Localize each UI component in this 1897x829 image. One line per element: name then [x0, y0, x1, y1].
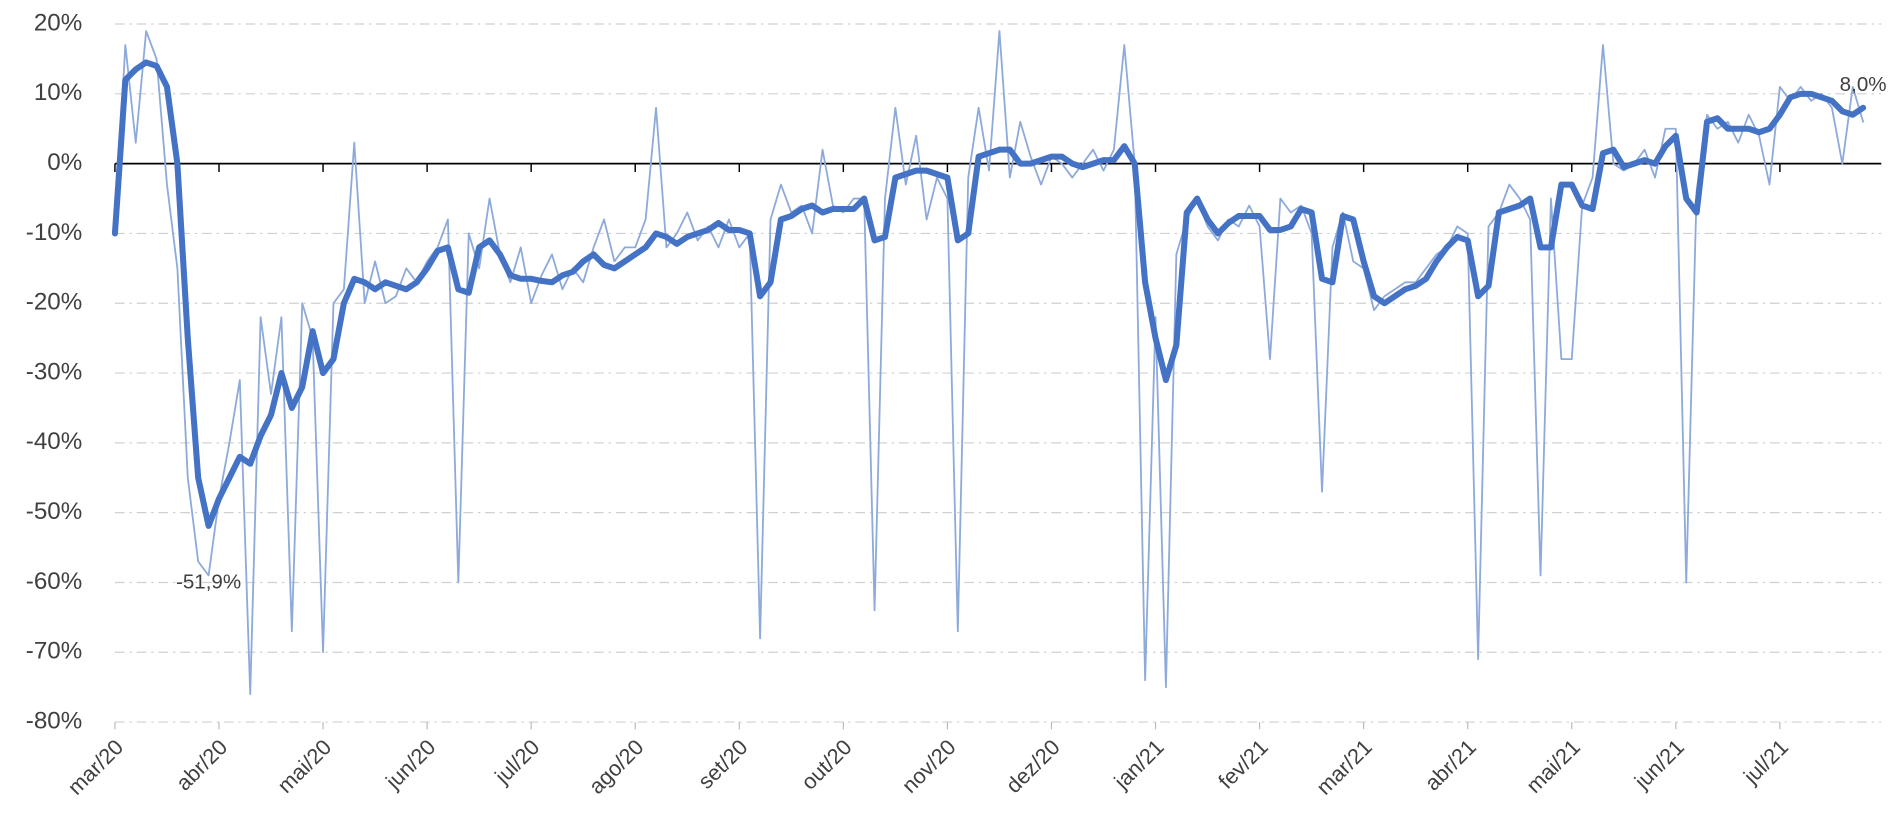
x-tick-label: mar/21 [1311, 734, 1377, 799]
x-tick-label: mai/21 [1521, 734, 1585, 797]
x-tick-label: jul/21 [1738, 734, 1793, 789]
y-tick-label: -60% [26, 568, 82, 595]
x-tick-label: dez/20 [1001, 734, 1065, 798]
x-tick-label: jul/20 [489, 734, 544, 789]
x-tick-label: abr/21 [1420, 734, 1481, 795]
x-tick-label: out/20 [796, 734, 857, 794]
series-line [114, 30, 1865, 696]
value-label: 8,0% [1840, 73, 1887, 96]
y-tick-label: -50% [26, 498, 82, 525]
x-tick-label: mai/20 [272, 734, 336, 797]
series-line [111, 59, 1867, 529]
x-tick-label: set/20 [693, 734, 753, 793]
x-tick-label: ago/20 [584, 734, 649, 798]
y-tick-label: 0% [47, 149, 82, 176]
y-tick-label: 20% [34, 9, 82, 36]
y-tick-label: -30% [26, 358, 82, 385]
x-tick-label: abr/20 [171, 734, 232, 795]
x-tick-label: fev/21 [1213, 734, 1273, 793]
x-tick-label: jun/20 [380, 734, 440, 794]
x-tick-label: jan/21 [1108, 734, 1168, 794]
x-tick-label: jun/21 [1629, 734, 1689, 794]
y-tick-label: -40% [26, 428, 82, 455]
y-tick-label: -10% [26, 219, 82, 246]
y-tick-label: 10% [34, 79, 82, 106]
x-tick-label: nov/20 [897, 734, 961, 798]
value-label: -51,9% [176, 570, 241, 593]
y-tick-label: -20% [26, 289, 82, 316]
x-tick-label: mar/20 [63, 734, 129, 799]
y-tick-label: -80% [26, 707, 82, 734]
y-tick-label: -70% [26, 638, 82, 665]
